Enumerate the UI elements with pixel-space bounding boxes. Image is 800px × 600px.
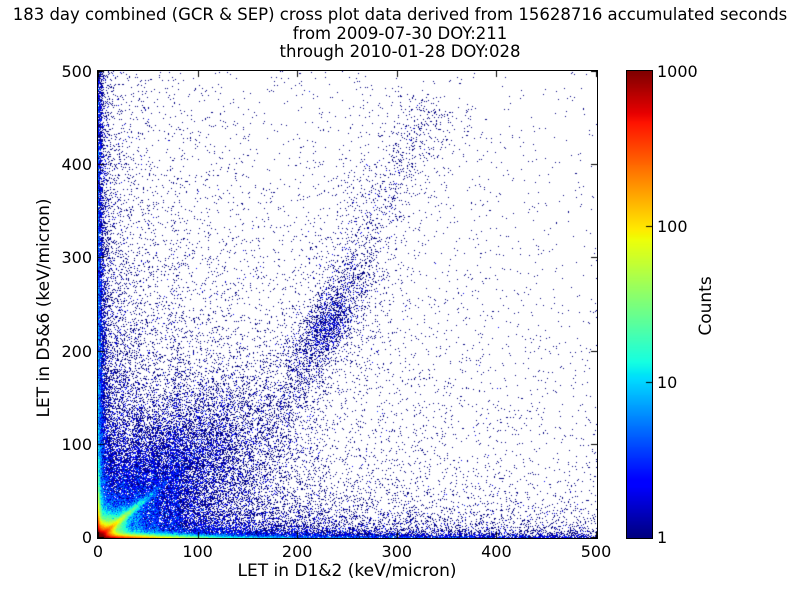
colorbar [626,70,653,539]
y-tick-label: 300 [61,248,92,268]
x-tick-label: 200 [281,542,313,561]
colorbar-label: Counts [696,276,716,336]
colorbar-canvas [627,71,652,538]
colorbar-tick-label: 10 [657,372,678,392]
title-line-2: from 2009-07-30 DOY:211 [292,24,508,43]
x-tick-label: 300 [381,542,413,561]
x-tick-label: 0 [92,542,104,561]
y-tick-label: 200 [61,341,92,361]
title-line-1: 183 day combined (GCR & SEP) cross plot … [12,5,788,24]
colorbar-tick-label: 1 [657,528,668,547]
plot-area [97,70,598,539]
y-tick-label: 100 [61,434,92,454]
colorbar-tick-label: 1000 [657,62,698,81]
y-axis-label: LET in D5&6 (keV/micron) [34,198,54,418]
x-axis-label: LET in D1&2 (keV/micron) [237,561,457,581]
x-tick-label: 100 [182,542,213,561]
y-tick-label: 500 [61,62,92,81]
y-tick-label: 400 [61,155,92,175]
y-tick-label: 0 [81,528,92,547]
x-tick-label: 500 [580,542,612,561]
scatter-canvas [98,71,597,538]
x-tick-label: 400 [481,542,512,561]
title-line-3: through 2010-01-28 DOY:028 [279,42,521,61]
colorbar-tick-label: 100 [657,217,688,237]
